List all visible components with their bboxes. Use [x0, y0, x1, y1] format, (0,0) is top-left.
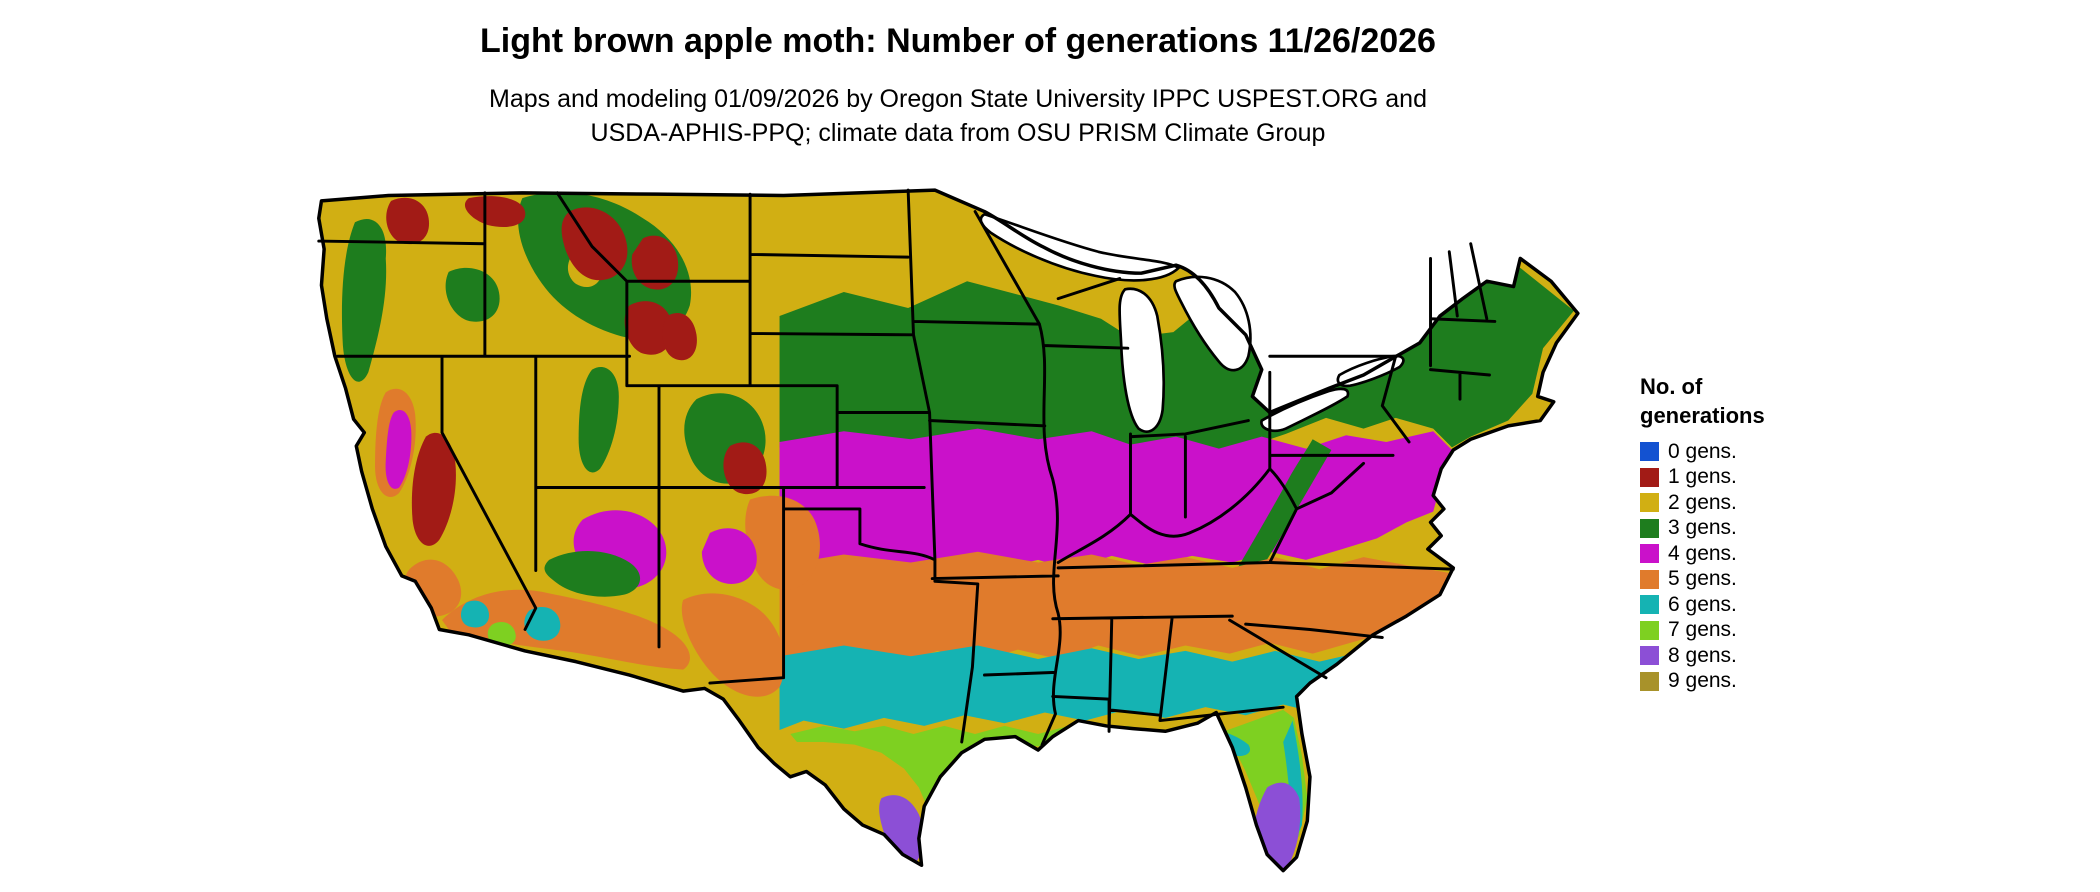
legend-title-line-1: No. of — [1640, 374, 1703, 399]
legend-label-1: 1 gens. — [1668, 465, 1737, 489]
legend-label-3: 3 gens. — [1668, 516, 1737, 540]
lake-michigan — [1118, 287, 1166, 433]
legend-item-8: 8 gens. — [1640, 643, 1860, 669]
legend-swatch-0 — [1640, 442, 1659, 462]
subtitle-line-2: USDA-APHIS-PPQ; climate data from OSU PR… — [590, 119, 1326, 147]
legend-label-0: 0 gens. — [1668, 439, 1737, 463]
lake-huron — [1173, 275, 1252, 372]
choropleth-regions — [318, 190, 1578, 883]
legend-label-4: 4 gens. — [1668, 541, 1737, 565]
legend: No. of generations 0 gens. 1 gens. 2 gens.… — [1640, 372, 1860, 694]
legend-label-2: 2 gens. — [1668, 490, 1737, 514]
legend-label-6: 6 gens. — [1668, 592, 1737, 616]
legend-swatch-8 — [1640, 646, 1659, 666]
legend-swatch-2 — [1640, 493, 1659, 513]
legend-swatch-7 — [1640, 620, 1659, 640]
us-outline — [317, 188, 1580, 873]
legend-item-4: 4 gens. — [1640, 541, 1860, 567]
legend-swatch-1 — [1640, 467, 1659, 487]
legend-swatch-4 — [1640, 544, 1659, 564]
legend-item-0: 0 gens. — [1640, 439, 1860, 465]
legend-label-5: 5 gens. — [1668, 567, 1737, 591]
legend-item-9: 9 gens. — [1640, 669, 1860, 695]
legend-item-5: 5 gens. — [1640, 567, 1860, 593]
legend-label-7: 7 gens. — [1668, 618, 1737, 642]
legend-items: 0 gens. 1 gens. 2 gens. 3 gens. 4 gens. 5 gen… — [1640, 439, 1860, 694]
legend-item-3: 3 gens. — [1640, 516, 1860, 542]
legend-item-6: 6 gens. — [1640, 592, 1860, 618]
region-6-gens-band — [779, 645, 1400, 730]
legend-label-9: 9 gens. — [1668, 669, 1737, 693]
us-generations-map — [317, 188, 1580, 883]
legend-label-8: 8 gens. — [1668, 643, 1737, 667]
region-9-gens-keys — [1246, 876, 1284, 883]
region-7-gens-band — [790, 709, 1308, 855]
legend-swatch-3 — [1640, 518, 1659, 538]
legend-swatch-5 — [1640, 569, 1659, 589]
legend-swatch-9 — [1640, 671, 1659, 691]
page-subtitle: Maps and modeling 01/09/2026 by Oregon S… — [0, 82, 1916, 150]
lake-superior — [979, 212, 1181, 282]
legend-title-line-2: generations — [1640, 403, 1765, 428]
legend-swatch-6 — [1640, 595, 1659, 615]
legend-item-1: 1 gens. — [1640, 465, 1860, 491]
western-terrain-patches — [341, 192, 1402, 697]
legend-item-2: 2 gens. — [1640, 490, 1860, 516]
state-borders — [317, 188, 1497, 747]
page-title: Light brown apple moth: Number of genera… — [480, 22, 1436, 60]
legend-item-7: 7 gens. — [1640, 618, 1860, 644]
subtitle-line-1: Maps and modeling 01/09/2026 by Oregon S… — [489, 85, 1427, 113]
legend-title: No. of generations — [1640, 372, 1860, 430]
